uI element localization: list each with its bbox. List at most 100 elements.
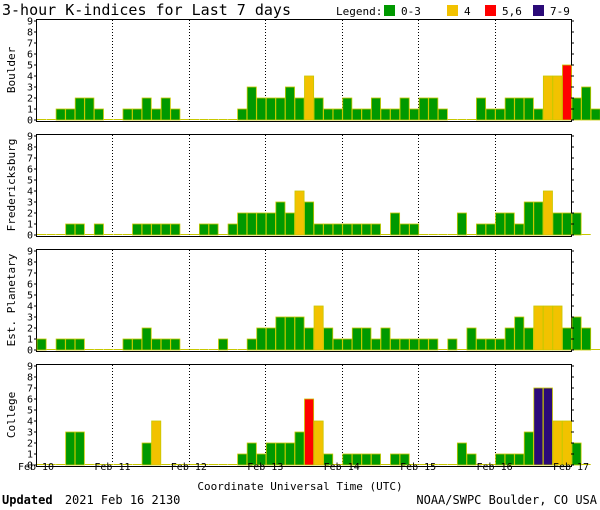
- k-index-bar: [304, 327, 315, 351]
- k-index-bar: [227, 223, 238, 236]
- k-index-bar: [84, 97, 95, 121]
- k-index-bar: [457, 349, 467, 350]
- k-index-bar: [456, 212, 467, 236]
- k-index-bar: [485, 223, 496, 236]
- k-index-bar: [256, 453, 267, 466]
- k-index-bar: [342, 338, 353, 351]
- y-tick-label: 9: [27, 362, 33, 373]
- k-index-bar: [495, 108, 506, 121]
- k-index-bar: [256, 212, 267, 236]
- k-index-bar: [542, 305, 553, 351]
- k-index-bar: [361, 327, 372, 351]
- k-index-bar: [390, 212, 401, 236]
- k-index-bar: [409, 223, 420, 236]
- k-index-bar: [542, 75, 553, 121]
- k-index-bar: [390, 338, 401, 351]
- k-index-bar: [84, 349, 94, 350]
- k-index-bar: [246, 442, 257, 466]
- k-index-bar: [486, 464, 496, 465]
- k-index-bar: [113, 349, 123, 350]
- k-index-bar: [228, 349, 238, 350]
- k-index-bar: [180, 119, 190, 120]
- y-tick-label: 5: [27, 291, 33, 302]
- y-tick-label: 2: [27, 209, 33, 220]
- k-index-bar: [342, 453, 353, 466]
- k-index-bar: [332, 338, 343, 351]
- k-index-bar: [84, 464, 94, 465]
- y-tick-label: 1: [27, 450, 33, 461]
- k-index-bar: [370, 338, 381, 351]
- k-index-bar: [180, 349, 190, 350]
- k-index-bar: [418, 97, 429, 121]
- panel-label: College: [5, 392, 18, 438]
- y-tick-label: 7: [27, 39, 33, 50]
- k-index-bar: [542, 190, 553, 236]
- y-tick-label: 8: [27, 258, 33, 269]
- panel-frame: [36, 364, 572, 467]
- k-index-bar: [380, 234, 391, 235]
- k-index-bar: [65, 431, 76, 466]
- k-index-bar: [313, 223, 324, 236]
- legend-swatch-2: [485, 5, 496, 16]
- legend-label: Legend:: [336, 5, 382, 18]
- k-index-bar: [581, 86, 592, 121]
- k-index-bar: [351, 108, 362, 121]
- y-tick-label: 7: [27, 384, 33, 395]
- k-index-bar: [495, 453, 506, 466]
- k-index-bar: [151, 223, 162, 236]
- k-index-bar: [141, 223, 152, 236]
- k-index-bar: [562, 212, 573, 236]
- k-index-bar: [170, 464, 180, 465]
- y-tick-label: 7: [27, 154, 33, 165]
- k-index-bar: [361, 108, 372, 121]
- y-tick-label: 4: [27, 417, 33, 428]
- k-index-bar: [275, 316, 286, 351]
- k-index-bar: [466, 119, 477, 120]
- k-index-bar: [46, 349, 56, 350]
- k-index-bar: [275, 442, 286, 466]
- k-index-bar: [523, 431, 534, 466]
- k-index-bar: [428, 234, 438, 235]
- k-index-bar: [313, 420, 324, 466]
- y-tick-label: 6: [27, 165, 33, 176]
- k-index-bar: [113, 464, 123, 465]
- k-index-bar: [93, 223, 104, 236]
- y-tick-label: 6: [27, 280, 33, 291]
- k-index-bar: [438, 349, 448, 350]
- k-index-bar: [514, 316, 525, 351]
- k-index-bar: [370, 453, 381, 466]
- k-index-bar: [84, 234, 94, 235]
- k-index-bar: [399, 223, 410, 236]
- k-index-bar: [533, 305, 544, 351]
- k-index-bar: [199, 223, 209, 236]
- k-index-bar: [132, 338, 143, 351]
- k-index-bar: [265, 212, 276, 236]
- k-index-bar: [170, 223, 181, 236]
- k-index-bar: [514, 453, 525, 466]
- x-axis: Feb 10 Feb 11 Feb 12 Feb 13 Feb 14 Feb 15 Feb …: [18, 462, 589, 473]
- updated-label: Updated: [2, 493, 53, 507]
- k-index-bar: [74, 338, 85, 351]
- k-index-bar: [94, 464, 104, 465]
- k-index-bar: [199, 119, 209, 120]
- k-index-bar: [161, 464, 171, 465]
- k-index-bar: [199, 349, 209, 350]
- y-tick-label: 5: [27, 406, 33, 417]
- k-index-bar: [313, 305, 324, 351]
- k-index-bar: [189, 349, 200, 350]
- k-index-bar: [323, 108, 334, 121]
- legend-swatch-0: [384, 5, 395, 16]
- legend-item-label: 4: [464, 5, 471, 18]
- k-index-bar: [485, 338, 496, 351]
- k-index-bar: [323, 223, 334, 236]
- k-index-bar: [122, 464, 133, 465]
- k-index-bar: [265, 327, 276, 351]
- k-index-bar: [476, 223, 487, 236]
- k-index-bar: [160, 223, 171, 236]
- k-index-bar: [284, 212, 295, 236]
- k-index-bar: [208, 119, 219, 120]
- k-index-bar: [294, 316, 305, 351]
